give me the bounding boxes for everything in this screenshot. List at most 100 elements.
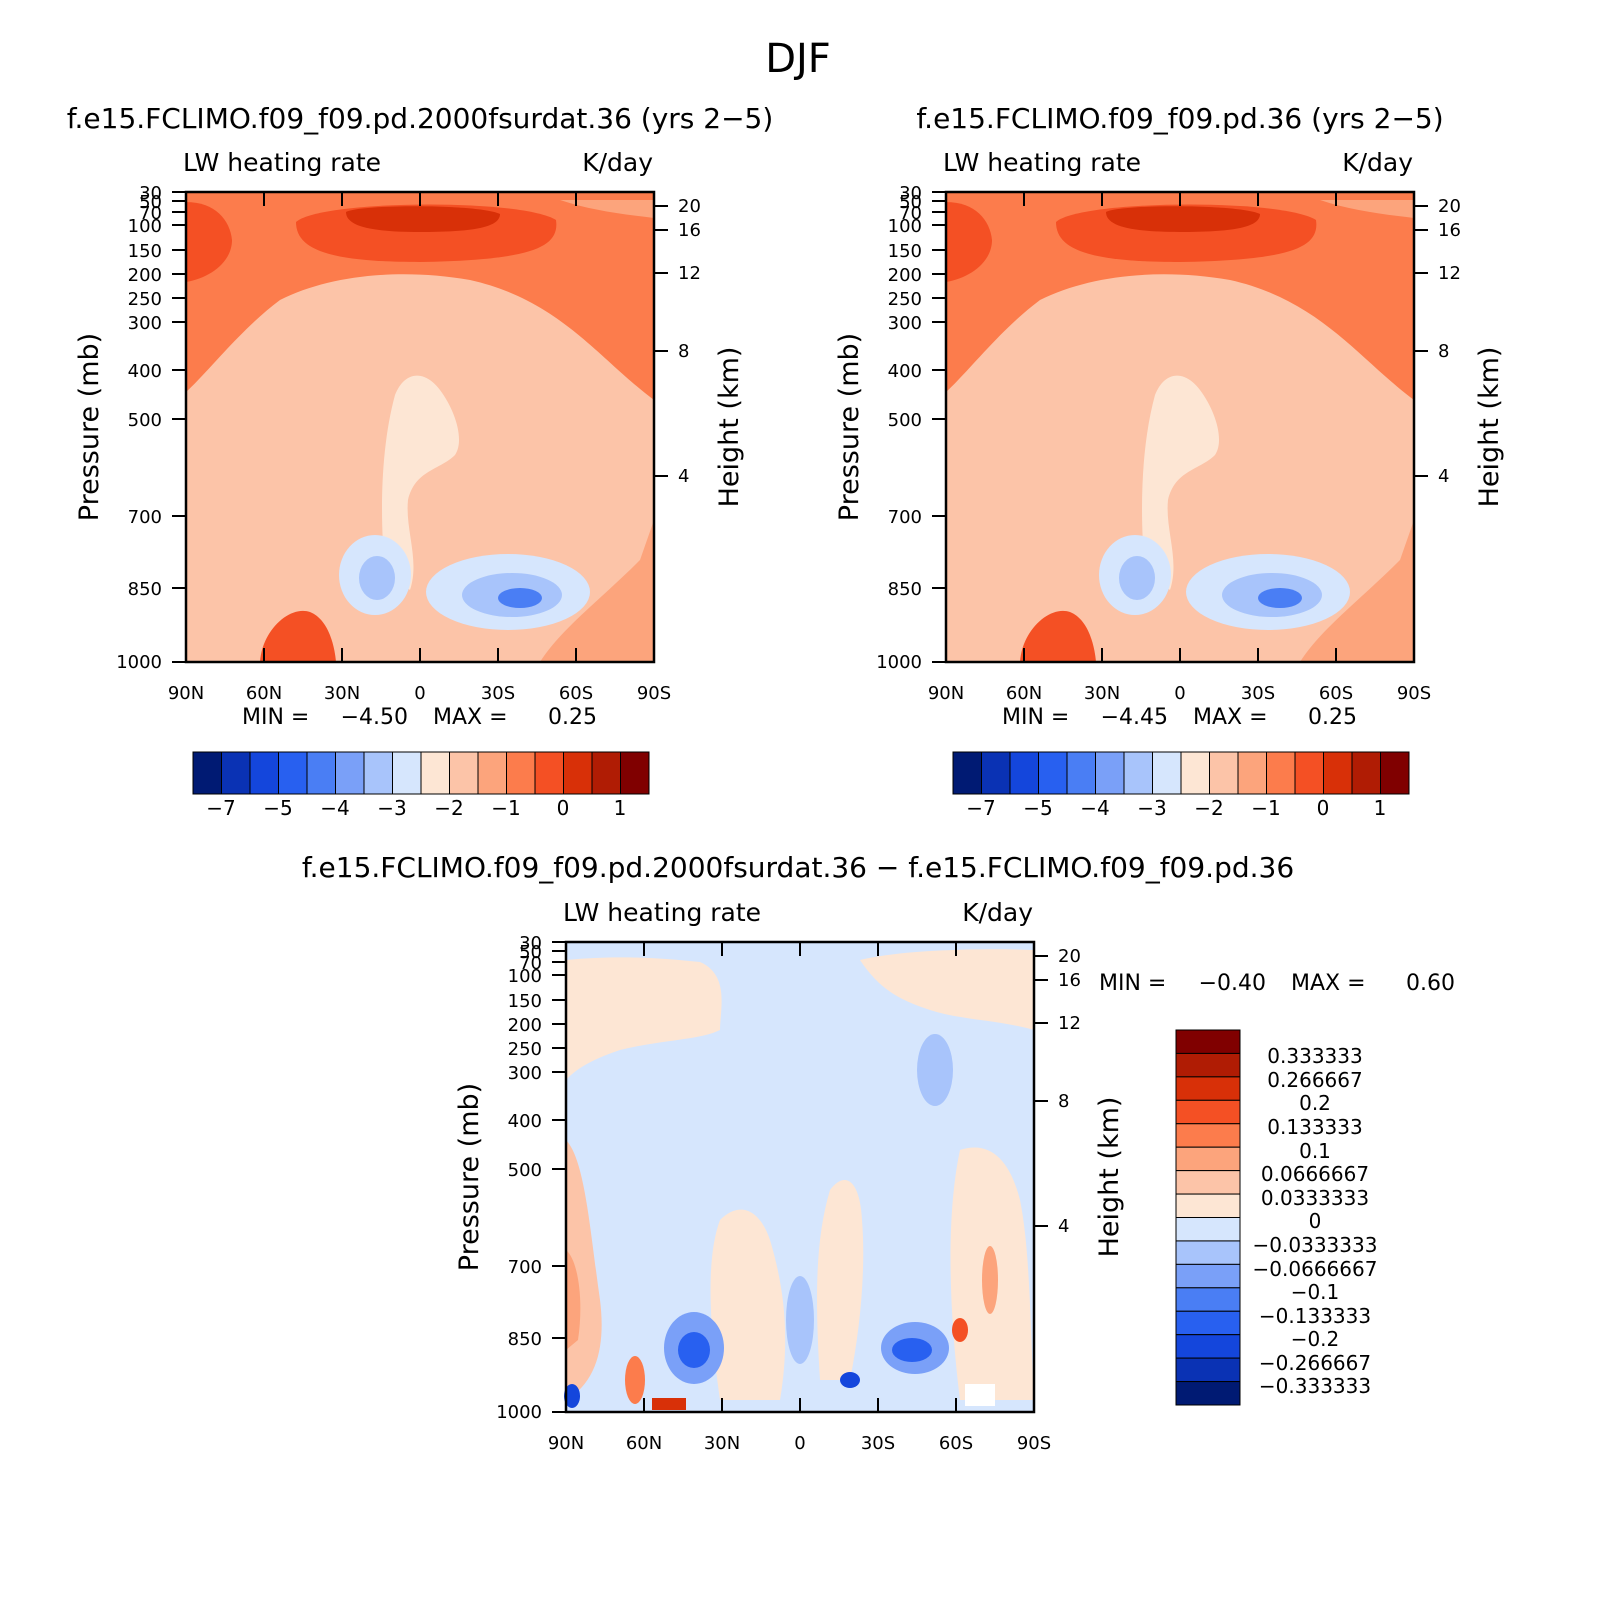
x-tick-label: 0 — [414, 683, 425, 704]
y-tick-label: 400 — [888, 361, 922, 382]
colorbar-label: −0.266667 — [1259, 1351, 1371, 1375]
min-value: −4.50 — [341, 705, 408, 730]
panel-3: f.e15.FCLIMO.f09_f09.pd.2000fsurdat.36 −… — [302, 851, 1455, 1454]
colorbar-swatch — [1175, 1357, 1241, 1383]
colorbar-swatch — [1237, 751, 1267, 795]
y-tick-marks — [172, 191, 186, 663]
y-tick-label: 300 — [888, 313, 922, 334]
y-tick-label: 500 — [508, 1160, 542, 1181]
colorbar-swatch — [1175, 1193, 1241, 1218]
panel-3-warm-e — [625, 1356, 645, 1404]
colorbar-label: −7 — [966, 796, 995, 820]
y-tick-label: 700 — [888, 507, 922, 528]
panel-2-blob-b — [1119, 556, 1155, 600]
y2-tick-label: 20 — [678, 196, 701, 217]
panel-1-left-label: LW heating rate — [183, 148, 381, 177]
y2-tick-label: 16 — [1058, 970, 1081, 991]
panel-1-right-low — [540, 520, 654, 662]
x-tick-label: 0 — [794, 1433, 805, 1454]
panel-3-left-warm-core — [566, 1250, 581, 1350]
colorbar-label: −5 — [263, 796, 292, 820]
max-value: 0.60 — [1406, 971, 1455, 996]
panel-1-right-label: K/day — [582, 148, 653, 177]
panel-3-mid-warm — [710, 1209, 786, 1400]
y-tick-label: 100 — [128, 216, 162, 237]
colorbar-swatch — [1209, 751, 1239, 795]
colorbar-swatch — [1351, 751, 1381, 795]
y-tick-label: 30 — [519, 933, 542, 954]
colorbar-label: 0.333333 — [1267, 1044, 1362, 1068]
colorbar-swatch — [1323, 751, 1353, 795]
x-tick-label: 30S — [861, 1433, 895, 1454]
panel-3-y2label: Height (km) — [1094, 1097, 1125, 1258]
y-tick-label: 850 — [128, 579, 162, 600]
y2-tick-label: 16 — [678, 220, 701, 241]
panel-1-left-top — [186, 202, 232, 282]
colorbar-label: 0 — [557, 796, 570, 820]
colorbar-swatch — [620, 751, 650, 795]
y2-tick-label: 4 — [1438, 466, 1449, 487]
x-tick-label: 90S — [637, 683, 671, 704]
y-tick-label: 200 — [508, 1015, 542, 1036]
panel-2-right-top — [1320, 200, 1414, 218]
colorbar-label: −0.2 — [1291, 1327, 1340, 1351]
y-tick-label: 70 — [519, 953, 542, 974]
panel-2-blob-e — [1258, 588, 1302, 608]
x-tick-label: 30N — [324, 683, 360, 704]
colorbar-label: −0.333333 — [1259, 1374, 1371, 1398]
y2-tick-marks — [654, 205, 668, 477]
colorbar-swatch — [1175, 1381, 1241, 1406]
y-tick-label: 300 — [508, 1063, 542, 1084]
y2-tick-label: 20 — [1058, 946, 1081, 967]
panel-2-right-label: K/day — [1342, 148, 1413, 177]
colorbar-swatch — [1175, 1240, 1241, 1265]
y-tick-label: 1000 — [116, 652, 162, 673]
y-tick-label: 850 — [508, 1329, 542, 1350]
colorbar-swatch — [1175, 1310, 1241, 1336]
y2-tick-label: 8 — [678, 341, 689, 362]
panel-1-ylabel: Pressure (mb) — [74, 333, 105, 521]
colorbar-swatch — [477, 751, 507, 795]
x-tick-label: 90N — [168, 683, 204, 704]
panel-3-surface-strip — [652, 1398, 686, 1410]
panel-2-x-ticks: 90N 60N 30N 0 30S 60S 90S — [928, 192, 1431, 704]
panel-3-colorbar-labels: 0.333333 0.266667 0.2 0.133333 0.1 0.066… — [1253, 1044, 1378, 1398]
panel-3-right-label: K/day — [962, 898, 1033, 927]
colorbar-swatch — [1095, 751, 1125, 795]
min-value: −4.45 — [1101, 705, 1168, 730]
panel-3-cold-b-core — [892, 1338, 932, 1362]
min-label: MIN = — [1099, 971, 1166, 996]
x-tick-label: 30N — [704, 1433, 740, 1454]
colorbar-label: −0.1 — [1291, 1280, 1340, 1304]
x-tick-label: 60S — [1319, 683, 1353, 704]
y-tick-label: 300 — [128, 313, 162, 334]
panel-1-x-ticks: 90N 60N 30N 0 30S 60S 90S — [168, 192, 671, 704]
y-tick-label: 700 — [508, 1257, 542, 1278]
panel-2-y2label: Height (km) — [1474, 347, 1505, 508]
x-tick-label: 90N — [928, 683, 964, 704]
colorbar-swatch — [1038, 751, 1068, 795]
x-tick-label: 60N — [246, 683, 282, 704]
colorbar-swatch — [981, 751, 1011, 795]
x-tick-label: 90S — [1017, 1433, 1051, 1454]
y2-tick-label: 4 — [678, 466, 689, 487]
colorbar-swatch — [392, 751, 422, 795]
colorbar-label: 0.0333333 — [1261, 1186, 1369, 1210]
panel-1-surface — [260, 610, 336, 662]
panel-1: f.e15.FCLIMO.f09_f09.pd.2000fsurdat.36 (… — [67, 102, 774, 820]
colorbar-label: −4 — [1080, 796, 1109, 820]
colorbar-label: −3 — [377, 796, 406, 820]
colorbar-swatch — [278, 751, 308, 795]
y2-tick-label: 16 — [1438, 220, 1461, 241]
y-tick-label: 100 — [888, 216, 922, 237]
y-tick-label: 70 — [139, 203, 162, 224]
panel-1-y2label: Height (km) — [714, 347, 745, 508]
panel-2-top-center — [1106, 206, 1260, 232]
min-label: MIN = — [1002, 705, 1069, 730]
colorbar-swatch — [1175, 1052, 1241, 1078]
colorbar-swatch — [534, 751, 564, 795]
y-tick-label: 150 — [888, 241, 922, 262]
colorbar-swatch — [221, 751, 251, 795]
colorbar-swatch — [1175, 1076, 1241, 1101]
colorbar-swatch — [306, 751, 336, 795]
